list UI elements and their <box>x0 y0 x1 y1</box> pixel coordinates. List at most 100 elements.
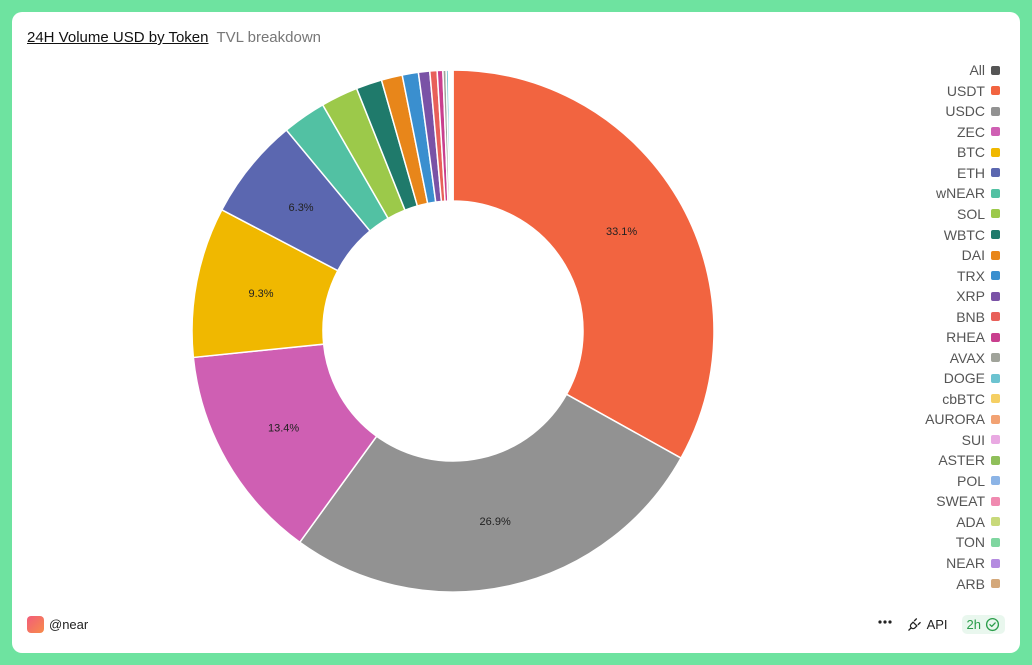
legend-swatch <box>991 312 1000 322</box>
legend-swatch <box>991 106 1000 116</box>
legend-item-wbtc[interactable]: WBTC <box>944 224 1000 245</box>
legend-label: DOGE <box>943 370 985 387</box>
legend-label: All <box>969 62 985 79</box>
donut-chart: 33.1% 26.9% 13.4% 9.3% 6.3% <box>191 69 715 593</box>
plug-icon <box>907 618 921 631</box>
legend-item-usdc[interactable]: USDC <box>945 101 1000 122</box>
legend-swatch <box>991 353 1000 363</box>
legend-swatch <box>991 496 1000 506</box>
pie-slice-usdc[interactable] <box>298 393 682 593</box>
footer-actions: API 2h <box>877 614 1005 635</box>
legend-swatch <box>991 579 1000 589</box>
legend-label: BNB <box>956 308 985 325</box>
legend-item-btc[interactable]: BTC <box>957 142 1000 163</box>
legend-swatch <box>991 455 1000 465</box>
api-button[interactable]: API <box>907 617 948 632</box>
legend-label: RHEA <box>946 329 985 346</box>
legend-label: DAI <box>961 247 985 264</box>
legend-item-sol[interactable]: SOL <box>957 204 1000 225</box>
avatar <box>27 616 44 633</box>
legend-label: NEAR <box>946 555 985 572</box>
legend-item-aurora[interactable]: AURORA <box>925 409 1000 430</box>
legend-label: XRP <box>956 288 985 305</box>
legend-item-zec[interactable]: ZEC <box>957 122 1000 143</box>
legend-swatch <box>991 332 1000 342</box>
legend-swatch <box>991 537 1000 547</box>
legend-label: SOL <box>956 205 985 222</box>
pie-slice-usdt[interactable] <box>452 69 715 460</box>
legend-swatch <box>991 517 1000 527</box>
legend-label: ZEC <box>957 123 985 140</box>
legend-item-near[interactable]: NEAR <box>946 553 1000 574</box>
legend-item-cbbtc[interactable]: cbBTC <box>942 389 1000 410</box>
legend-swatch <box>991 394 1000 404</box>
legend-label: SUI <box>961 431 985 448</box>
legend-item-eth[interactable]: ETH <box>957 163 1000 184</box>
legend-swatch <box>991 414 1000 424</box>
legend-swatch <box>991 86 1000 96</box>
legend-item-rhea[interactable]: RHEA <box>946 327 1000 348</box>
legend-label: TRX <box>957 267 985 284</box>
chart-title[interactable]: 24H Volume USD by Token <box>27 29 209 46</box>
legend-swatch <box>991 558 1000 568</box>
data-label-usdc: 26.9% <box>480 516 511 528</box>
check-circle-icon <box>985 617 1000 632</box>
legend-item-xrp[interactable]: XRP <box>956 286 1000 307</box>
legend-item-all[interactable]: All <box>969 60 1000 81</box>
legend-swatch <box>991 147 1000 157</box>
legend-swatch <box>991 65 1000 75</box>
chart-card: 24H Volume USD by Token TVL breakdown 33… <box>12 12 1020 653</box>
legend-label: TON <box>955 534 985 551</box>
legend-item-wnear[interactable]: wNEAR <box>936 183 1000 204</box>
legend-item-ada[interactable]: ADA <box>956 512 1000 533</box>
legend-item-aster[interactable]: ASTER <box>938 450 1000 471</box>
refresh-label: 2h <box>966 617 981 632</box>
author-info: @near <box>27 616 88 633</box>
legend-swatch <box>991 230 1000 240</box>
legend-swatch <box>991 291 1000 301</box>
chart-legend: All USDT USDC ZEC BTC ETH wNEAR SOL WBTC DAI TRX XR… <box>925 60 1000 594</box>
pie-slice-zec[interactable] <box>192 343 378 544</box>
legend-label: WBTC <box>943 226 985 243</box>
legend-label: ETH <box>957 164 985 181</box>
legend-swatch <box>991 476 1000 486</box>
more-horizontal-icon <box>877 620 892 624</box>
refresh-status-badge: 2h <box>961 615 1005 634</box>
legend-label: USDC <box>945 103 985 120</box>
data-label-btc: 9.3% <box>249 288 274 300</box>
more-options-button[interactable] <box>877 614 893 635</box>
legend-swatch <box>991 373 1000 383</box>
api-label: API <box>926 617 948 632</box>
legend-item-dai[interactable]: DAI <box>962 245 1000 266</box>
legend-item-avax[interactable]: AVAX <box>950 347 1000 368</box>
legend-item-bnb[interactable]: BNB <box>956 306 1000 327</box>
legend-label: AURORA <box>925 411 985 428</box>
chart-subtitle[interactable]: TVL breakdown <box>216 29 322 46</box>
legend-label: AVAX <box>949 349 985 366</box>
legend-swatch <box>991 209 1000 219</box>
legend-swatch <box>991 188 1000 198</box>
legend-label: ASTER <box>938 452 985 469</box>
legend-swatch <box>991 271 1000 281</box>
legend-item-sui[interactable]: SUI <box>962 430 1000 451</box>
legend-item-pol[interactable]: POL <box>957 471 1000 492</box>
legend-label: SWEAT <box>936 493 985 510</box>
chart-header: 24H Volume USD by Token TVL breakdown <box>27 29 321 46</box>
data-label-eth: 6.3% <box>289 202 314 214</box>
legend-item-doge[interactable]: DOGE <box>944 368 1000 389</box>
legend-label: POL <box>956 472 985 489</box>
legend-item-trx[interactable]: TRX <box>957 265 1000 286</box>
legend-label: wNEAR <box>935 185 985 202</box>
legend-swatch <box>991 127 1000 137</box>
legend-label: ARB <box>956 575 985 592</box>
legend-label: cbBTC <box>942 390 985 407</box>
legend-swatch <box>991 250 1000 260</box>
legend-item-usdt[interactable]: USDT <box>947 81 1000 102</box>
legend-item-arb[interactable]: ARB <box>956 573 1000 594</box>
legend-item-sweat[interactable]: SWEAT <box>936 491 1000 512</box>
author-handle[interactable]: @near <box>49 617 89 632</box>
data-label-zec: 13.4% <box>268 422 299 434</box>
data-label-usdt: 33.1% <box>606 226 637 238</box>
legend-item-ton[interactable]: TON <box>956 532 1000 553</box>
legend-label: ADA <box>956 513 985 530</box>
